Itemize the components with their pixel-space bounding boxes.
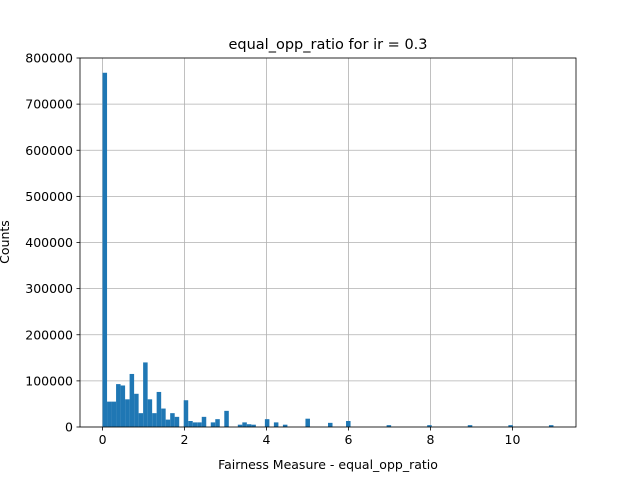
histogram-bars bbox=[102, 72, 554, 427]
x-axis-ticks: 0 2 4 6 8 10 bbox=[99, 427, 521, 447]
y-tick-label: 700000 bbox=[25, 97, 73, 112]
histogram-bar bbox=[156, 391, 162, 427]
y-axis-ticks: 0 100000 200000 300000 400000 500000 600000 700… bbox=[25, 51, 80, 435]
histogram-bar bbox=[129, 373, 135, 427]
grid bbox=[80, 57, 576, 428]
histogram-bar bbox=[143, 362, 148, 427]
y-tick-label: 300000 bbox=[25, 281, 73, 296]
histogram-bar bbox=[111, 401, 117, 427]
histogram-bar bbox=[174, 416, 180, 427]
y-axis-label: Counts bbox=[0, 220, 12, 264]
histogram-bar bbox=[237, 424, 243, 427]
histogram-bar bbox=[242, 422, 247, 427]
histogram-bar bbox=[251, 424, 256, 427]
histogram-bar bbox=[508, 425, 513, 427]
histogram-bar bbox=[125, 399, 130, 427]
histogram-bar bbox=[152, 413, 157, 427]
x-tick-label: 6 bbox=[345, 432, 353, 447]
histogram-bar bbox=[138, 413, 144, 427]
histogram-bar bbox=[305, 418, 310, 427]
histogram-bar bbox=[107, 401, 112, 427]
x-tick-label: 4 bbox=[263, 432, 271, 447]
histogram-bar bbox=[188, 421, 193, 427]
histogram-bar bbox=[120, 385, 126, 427]
histogram-bar bbox=[467, 425, 473, 427]
histogram-bar bbox=[147, 399, 153, 427]
x-axis-label: Fairness Measure - equal_opp_ratio bbox=[218, 457, 438, 472]
y-tick-label: 0 bbox=[65, 420, 73, 435]
x-tick-label: 8 bbox=[427, 432, 435, 447]
histogram-bar bbox=[215, 419, 220, 427]
histogram-bar bbox=[210, 422, 216, 427]
histogram-bar bbox=[264, 419, 270, 427]
histogram-bar bbox=[161, 408, 166, 427]
y-tick-label: 500000 bbox=[25, 189, 73, 204]
histogram-bar bbox=[346, 421, 351, 427]
y-tick-label: 400000 bbox=[25, 235, 73, 250]
y-tick-label: 600000 bbox=[25, 143, 73, 158]
histogram-bar bbox=[273, 422, 279, 427]
histogram-bar bbox=[246, 424, 252, 427]
chart-title: equal_opp_ratio for ir = 0.3 bbox=[228, 37, 427, 53]
histogram-bar bbox=[282, 424, 288, 427]
y-tick-label: 100000 bbox=[25, 373, 73, 388]
histogram-bar bbox=[386, 425, 392, 427]
histogram-bar bbox=[134, 393, 139, 427]
x-tick-label: 2 bbox=[181, 432, 189, 447]
y-tick-label: 800000 bbox=[25, 51, 73, 66]
histogram-bar bbox=[197, 422, 202, 427]
histogram-bar bbox=[224, 410, 229, 427]
histogram-bar bbox=[183, 400, 189, 427]
histogram-bar bbox=[548, 425, 554, 427]
histogram-bar bbox=[328, 422, 333, 427]
x-tick-label: 0 bbox=[99, 432, 107, 447]
x-tick-label: 10 bbox=[505, 432, 521, 447]
y-tick-label: 200000 bbox=[25, 327, 73, 342]
histogram-bar bbox=[165, 419, 171, 427]
histogram-bar bbox=[201, 416, 207, 427]
histogram-bar bbox=[170, 413, 175, 427]
histogram-bar bbox=[192, 422, 198, 427]
histogram-bar bbox=[116, 384, 121, 427]
histogram-bar bbox=[427, 425, 432, 427]
histogram-bar bbox=[102, 72, 108, 427]
